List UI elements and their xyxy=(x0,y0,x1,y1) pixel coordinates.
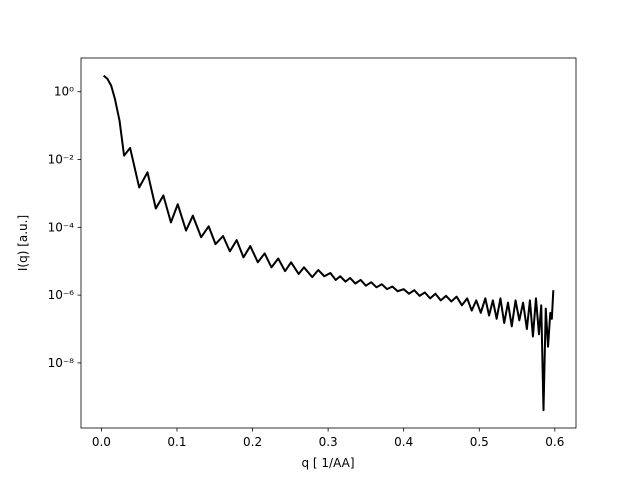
y-tick-label: 10⁻⁸ xyxy=(48,356,75,370)
plot-frame xyxy=(80,57,577,429)
y-tick-label: 10⁰ xyxy=(54,85,74,99)
data-line xyxy=(103,74,555,412)
y-axis-label: I(q) [a.u.] xyxy=(16,215,30,271)
x-tick-label: 0.5 xyxy=(470,435,489,449)
x-tick-label: 0.6 xyxy=(545,435,564,449)
y-tick-label: 10⁻² xyxy=(48,153,75,167)
x-tick-label: 0.4 xyxy=(394,435,413,449)
y-tick-label: 10⁻⁴ xyxy=(48,220,75,234)
y-tick-label: 10⁻⁶ xyxy=(48,288,75,302)
x-axis-label: q [ 1/AA] xyxy=(301,456,354,470)
x-tick-label: 0.0 xyxy=(92,435,111,449)
x-tick-label: 0.1 xyxy=(167,435,186,449)
x-tick-label: 0.3 xyxy=(319,435,338,449)
x-tick-label: 0.2 xyxy=(243,435,262,449)
